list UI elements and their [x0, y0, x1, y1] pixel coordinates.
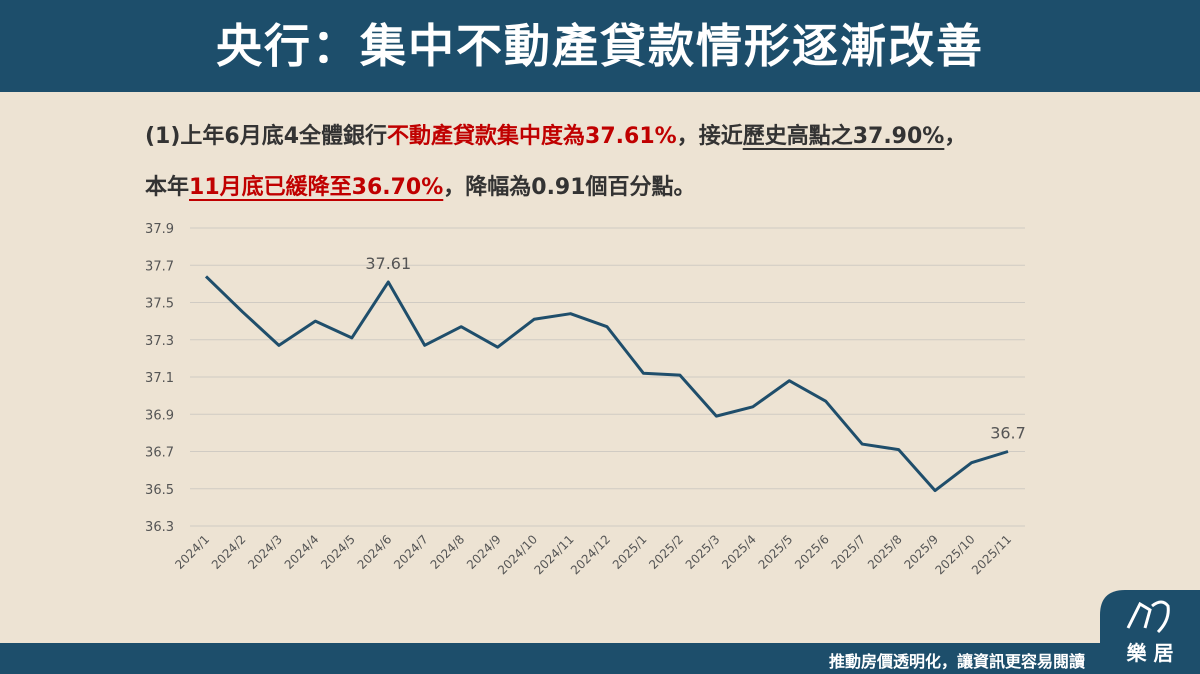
subtitle-segment: ，降幅為0.91個百分點。 — [443, 175, 696, 200]
x-tick-label: 2024/5 — [318, 532, 358, 572]
subtitle-segment: ， — [944, 124, 967, 149]
line — [204, 275, 1009, 493]
x-tick-label: 2025/1 — [610, 532, 650, 572]
footer-bar — [0, 643, 1200, 674]
x-tick-label: 2025/11 — [969, 532, 1014, 577]
y-tick-label: 37.7 — [145, 259, 174, 274]
logo-panel — [1100, 590, 1200, 674]
x-tick-label: 2024/4 — [282, 532, 322, 572]
x-tick-label: 2025/8 — [865, 532, 905, 572]
subtitle-segment: 歷史高點之37.90% — [742, 124, 945, 149]
y-tick-label: 37.1 — [145, 371, 174, 386]
logo-icon — [1126, 600, 1170, 634]
x-tick-label: 2024/8 — [428, 532, 468, 572]
x-tick-label: 2025/4 — [719, 532, 759, 572]
y-tick-label: 36.9 — [145, 408, 174, 423]
x-tick-label: 2024/2 — [209, 532, 249, 572]
x-tick-label: 2024/12 — [568, 532, 613, 577]
subtitle-segment: 本年 — [145, 175, 190, 200]
slogan: 推動房價透明化，讓資訊更容易閱讀 — [828, 652, 1085, 671]
subtitle-segment: (1)上年6月底4全體銀行 — [145, 124, 388, 149]
x-tick-label: 2024/7 — [391, 532, 431, 572]
y-tick-label: 36.7 — [145, 446, 174, 461]
subtitle-segment: 11月底已緩降至36.70% — [189, 175, 444, 200]
x-tick-label: 2025/5 — [756, 532, 796, 572]
x-tick-label: 2025/6 — [792, 532, 832, 572]
x-tick-label: 2024/1 — [172, 532, 212, 572]
y-tick-label: 36.5 — [145, 483, 174, 498]
y-tick-label: 37.5 — [145, 297, 174, 312]
subtitle-segment: ，接近 — [676, 124, 743, 149]
y-tick-label: 37.9 — [145, 222, 174, 237]
x-tick-label: 2025/2 — [646, 532, 686, 572]
data-label: 37.61 — [365, 254, 411, 273]
subtitle-line: 本年11月底已緩降至36.70%，降幅為0.91個百分點。 — [145, 169, 696, 201]
x-tick-label: 2025/3 — [683, 532, 723, 572]
logo-text: 樂 居 — [1127, 641, 1174, 665]
y-tick-label: 37.3 — [145, 334, 174, 349]
data-label: 36.7 — [990, 424, 1026, 443]
title: 央行：集中不動產貸款情形逐漸改善 — [0, 0, 1200, 92]
x-tick-label: 2024/3 — [245, 532, 285, 572]
x-tick-label: 2025/7 — [829, 532, 869, 572]
subtitle-segment: 不動產貸款集中度為37.61% — [387, 124, 677, 149]
y-tick-label: 36.3 — [145, 520, 174, 535]
x-tick-label: 2024/6 — [355, 532, 395, 572]
subtitle-line: (1)上年6月底4全體銀行不動產貸款集中度為37.61%，接近歷史高點之37.9… — [145, 118, 966, 150]
